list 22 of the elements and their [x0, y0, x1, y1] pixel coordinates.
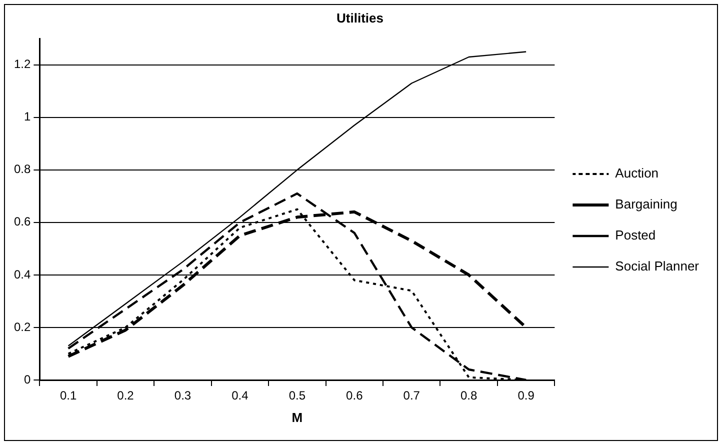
x-axis-title: M	[292, 410, 303, 425]
y-tick-label: 1.2	[14, 57, 31, 72]
y-tick-label: 0	[24, 372, 31, 386]
x-tick-label: 0.7	[403, 388, 420, 403]
chart-title: Utilities	[336, 10, 384, 26]
x-tick-label: 0.1	[60, 388, 77, 403]
legend-label: Auction	[615, 166, 659, 181]
x-tick-label: 0.5	[288, 388, 306, 403]
y-tick-label: 1	[24, 110, 31, 124]
x-tick-label: 0.4	[232, 388, 249, 403]
x-tick-label: 0.9	[518, 388, 535, 403]
y-tick-label: 0.6	[14, 214, 31, 229]
y-tick-label: 0.4	[14, 267, 31, 282]
legend-label: Social Planner	[615, 258, 700, 274]
x-tick-label: 0.3	[174, 388, 192, 403]
y-tick-label: 0.2	[14, 320, 31, 334]
x-tick-label: 0.6	[346, 388, 364, 403]
y-tick-label: 0.8	[14, 162, 31, 176]
x-tick-label: 0.8	[460, 388, 478, 403]
x-tick-label: 0.2	[117, 388, 134, 403]
legend-label: Posted	[615, 228, 656, 243]
legend-label: Bargaining	[615, 196, 678, 212]
